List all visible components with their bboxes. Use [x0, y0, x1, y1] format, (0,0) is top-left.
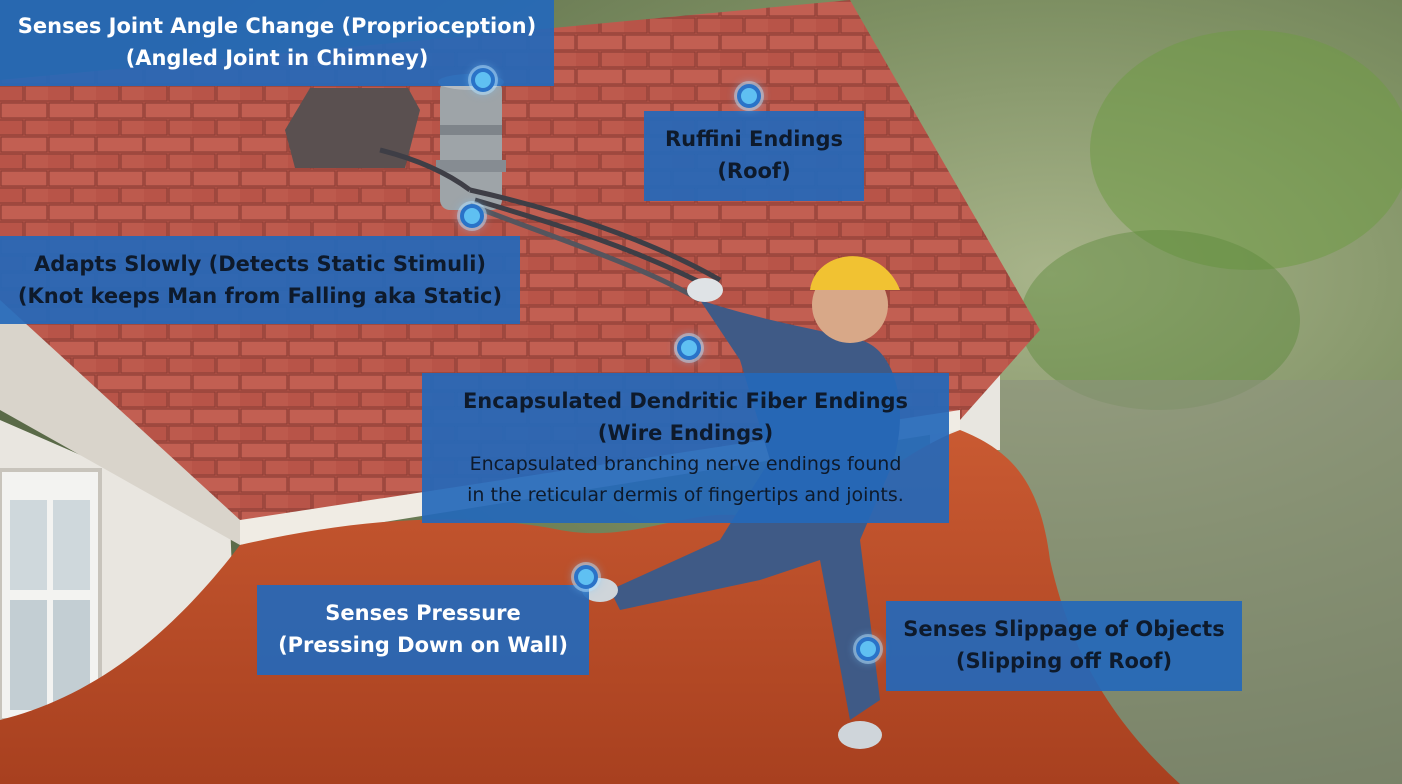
label-pressure: Senses Pressure (Pressing Down on Wall) [257, 585, 589, 675]
background-tree [1090, 30, 1402, 270]
wires [379, 147, 722, 303]
label-joint-angle-title: Senses Joint Angle Change (Proprioceptio… [17, 14, 537, 38]
label-encapsulated-subtitle: (Wire Endings) [597, 421, 774, 445]
label-encapsulated-endings: Encapsulated Dendritic Fiber Endings (Wi… [422, 373, 949, 523]
marker-knot[interactable] [460, 204, 484, 228]
label-encapsulated-description-1: Encapsulated branching nerve endings fou… [469, 453, 902, 475]
label-joint-angle: Senses Joint Angle Change (Proprioceptio… [0, 0, 554, 86]
label-adapts-slowly-title: Adapts Slowly (Detects Static Stimuli) [33, 252, 487, 276]
label-encapsulated-description-2: in the reticular dermis of fingertips an… [467, 484, 904, 506]
marker-pressure[interactable] [574, 565, 598, 589]
house-window [0, 468, 102, 722]
label-encapsulated-title: Encapsulated Dendritic Fiber Endings [462, 389, 909, 413]
label-ruffini: Ruffini Endings (Roof) [644, 111, 864, 201]
label-adapts-slowly: Adapts Slowly (Detects Static Stimuli) (… [0, 236, 520, 324]
label-pressure-title: Senses Pressure [325, 601, 521, 625]
label-slippage-title: Senses Slippage of Objects [903, 617, 1225, 641]
marker-roof[interactable] [737, 84, 761, 108]
marker-wire-endings[interactable] [677, 336, 701, 360]
label-adapts-slowly-subtitle: (Knot keeps Man from Falling aka Static) [17, 284, 503, 308]
helmet [810, 256, 900, 290]
marker-chimney-joint[interactable] [471, 68, 495, 92]
label-ruffini-title: Ruffini Endings [664, 127, 843, 151]
marker-slippage[interactable] [856, 637, 880, 661]
label-joint-angle-subtitle: (Angled Joint in Chimney) [125, 46, 429, 70]
label-ruffini-subtitle: (Roof) [717, 159, 791, 183]
label-pressure-subtitle: (Pressing Down on Wall) [278, 633, 568, 657]
label-slippage: Senses Slippage of Objects (Slipping off… [886, 601, 1242, 691]
label-slippage-subtitle: (Slipping off Roof) [955, 649, 1173, 673]
